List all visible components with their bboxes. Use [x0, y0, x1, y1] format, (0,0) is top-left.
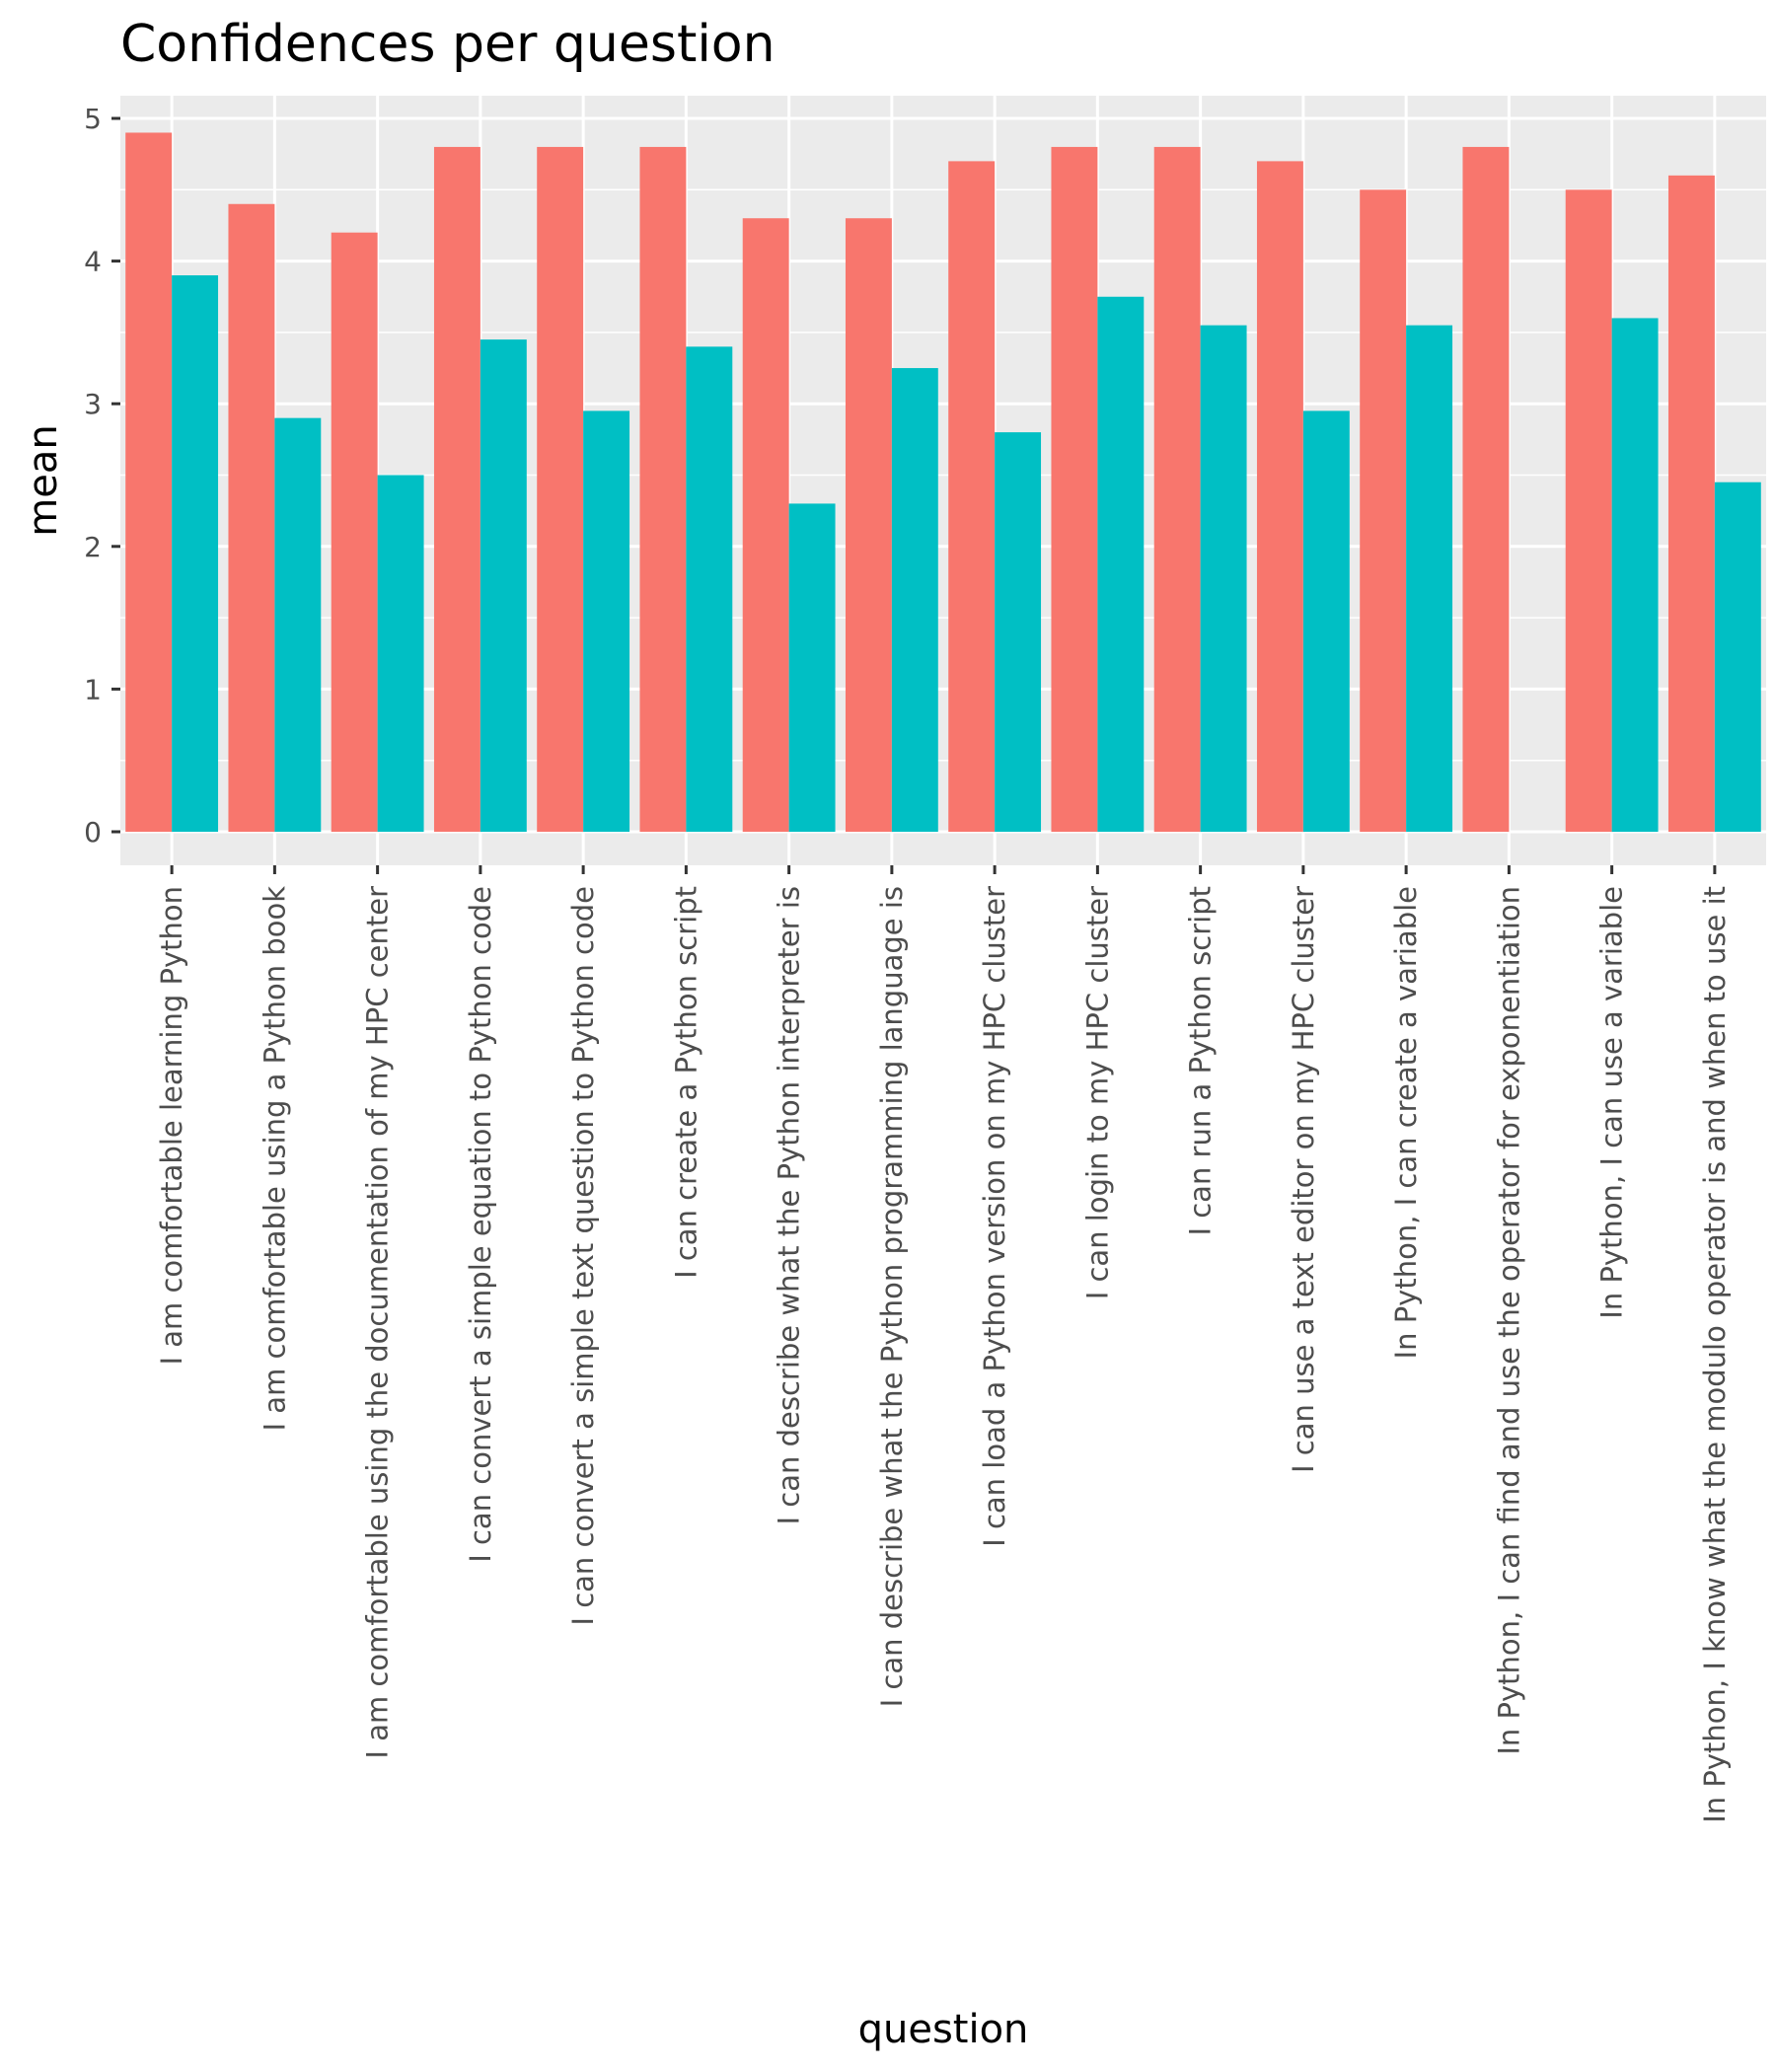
bar-series-2-15 [1611, 318, 1659, 832]
x-tick-label: I can run a Python script [1184, 886, 1218, 1236]
bar-series-1-11 [1153, 146, 1201, 833]
x-tick-label: In Python, I know what the modulo operat… [1698, 886, 1732, 1823]
bars [125, 132, 1761, 833]
bar-series-2-12 [1302, 410, 1350, 832]
x-tick-label: In Python, I can create a variable [1389, 886, 1423, 1359]
bar-series-1-2 [228, 203, 275, 832]
x-tick-label: I can describe what the Python interpret… [773, 886, 806, 1524]
bar-series-2-10 [1097, 296, 1145, 832]
bar-series-1-10 [1051, 146, 1098, 833]
y-tick-label: 0 [84, 816, 102, 849]
bar-series-1-5 [537, 146, 584, 833]
y-tick-label: 4 [84, 246, 102, 278]
bar-series-1-1 [125, 132, 173, 832]
x-tick-label: I can convert a simple text question to … [566, 886, 600, 1626]
y-tick-label: 5 [84, 103, 102, 135]
y-axis: 0 1 2 3 4 5 [84, 103, 120, 849]
x-tick-label: I am comfortable using the documentation… [361, 886, 395, 1759]
x-axis-title: question [858, 2007, 1029, 2052]
bar-series-1-8 [845, 218, 892, 833]
bar-series-2-9 [995, 432, 1042, 832]
bar-series-2-2 [274, 417, 322, 832]
bar-series-1-4 [433, 146, 481, 833]
y-tick-label: 1 [84, 673, 102, 705]
x-tick-label: I can describe what the Python programmi… [875, 886, 909, 1707]
bar-series-1-7 [742, 218, 789, 833]
bar-series-1-6 [639, 146, 687, 833]
bar-series-2-11 [1200, 325, 1247, 832]
bar-series-2-1 [172, 275, 219, 832]
x-tick-label: I can load a Python version on my HPC cl… [978, 886, 1011, 1547]
bar-series-1-16 [1667, 175, 1715, 833]
x-tick-label: I can convert a simple equation to Pytho… [464, 886, 497, 1563]
bar-series-1-12 [1256, 161, 1303, 832]
bar-series-1-15 [1565, 189, 1612, 833]
y-axis-title: mean [21, 424, 66, 536]
bar-series-1-14 [1462, 146, 1510, 833]
x-tick-label: I can create a Python script [669, 886, 703, 1279]
bar-series-2-5 [583, 410, 630, 832]
bar-series-1-3 [331, 232, 378, 832]
y-tick-label: 3 [84, 388, 102, 420]
chart-title: Confidences per question [120, 15, 776, 74]
x-tick-label: I can use a text editor on my HPC cluste… [1287, 886, 1320, 1473]
x-axis: I am comfortable learning Python I am com… [155, 865, 1732, 1823]
y-tick-label: 2 [84, 531, 102, 563]
bar-series-2-16 [1714, 481, 1761, 832]
x-tick-label: I am comfortable learning Python [155, 886, 188, 1366]
bar-series-2-6 [686, 346, 733, 832]
x-tick-label: In Python, I can find and use the operat… [1492, 886, 1525, 1755]
x-tick-label: I am comfortable using a Python book [258, 886, 291, 1432]
bar-series-1-9 [948, 161, 996, 832]
bar-series-1-13 [1360, 189, 1407, 833]
bar-series-2-13 [1406, 325, 1453, 832]
x-tick-label: I can login to my HPC cluster [1080, 886, 1114, 1299]
x-tick-label: In Python, I can use a variable [1595, 886, 1629, 1319]
bar-series-2-8 [891, 368, 938, 832]
bar-series-2-7 [788, 503, 836, 832]
bar-series-2-3 [377, 475, 424, 832]
bar-series-2-4 [480, 339, 527, 832]
